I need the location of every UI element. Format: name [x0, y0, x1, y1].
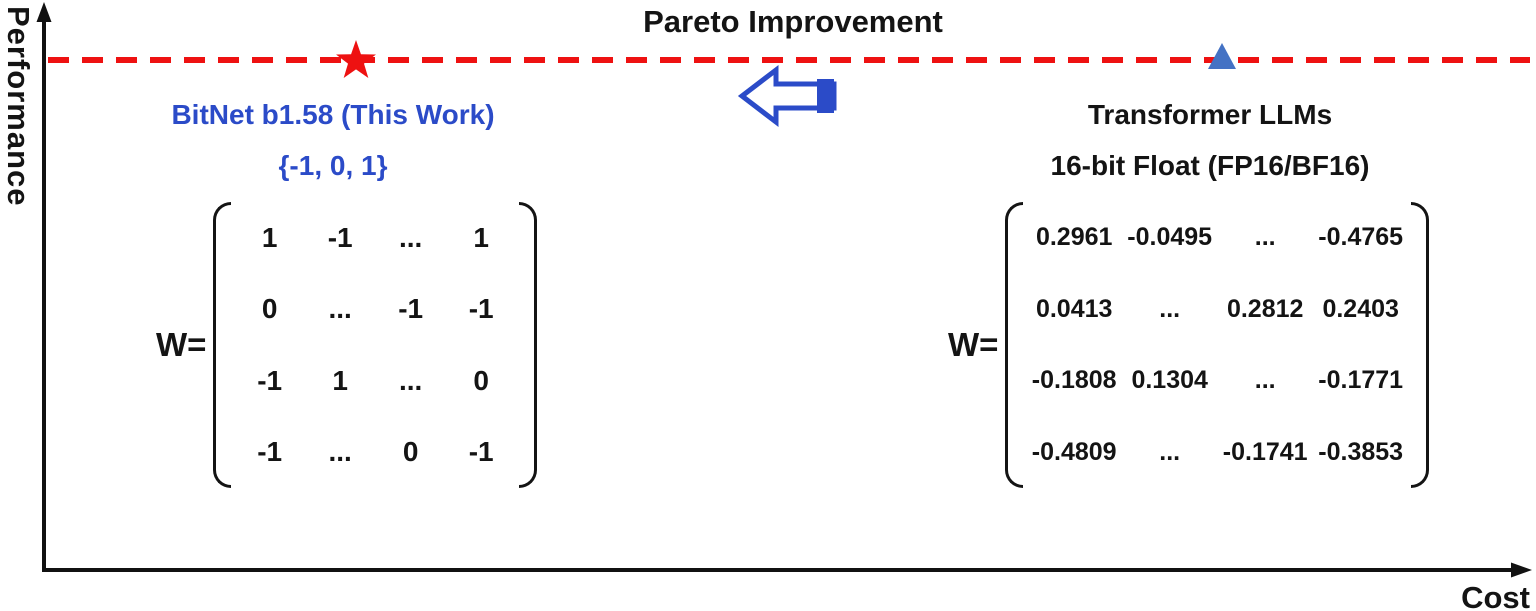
ternary-weight-matrix: W= 1 -1 ... 1 0 ... -1 -1 -1 1 ... 0 -1 … [156, 202, 538, 488]
matrix-cell: -0.4809 [1031, 437, 1117, 466]
matrix-cell: ... [399, 221, 423, 253]
matrix-cell: -0.1808 [1031, 366, 1117, 395]
fp16-weight-matrix: W= 0.2961 -0.0495 ... -0.4765 0.0413 ...… [948, 202, 1430, 488]
matrix-cell: 1 [332, 364, 348, 396]
matrix-cell: -0.1741 [1222, 437, 1308, 466]
matrix-cell: -1 [257, 436, 283, 468]
matrix-cell: ... [1159, 437, 1181, 466]
matrix-bracket-right [1411, 202, 1430, 488]
matrix-cell: ... [1254, 223, 1276, 252]
left-arrow-tail-bar [817, 79, 834, 113]
matrix-cell: 1 [261, 221, 278, 253]
matrix-cell: 0.2403 [1322, 294, 1399, 323]
triangle-marker-icon [1208, 43, 1236, 69]
matrix-cell: 0.0413 [1035, 294, 1113, 323]
matrix-cell: -0.0495 [1127, 223, 1213, 252]
matrix-cell: -1 [468, 293, 494, 325]
matrix-cell: -1 [398, 293, 424, 325]
matrix-cells: 1 -1 ... 1 0 ... -1 -1 -1 1 ... 0 -1 ...… [234, 202, 516, 488]
matrix-cell: ... [328, 436, 352, 468]
matrix-cell: -1 [327, 221, 353, 253]
matrix-cell: -1 [468, 436, 494, 468]
matrix-cell: -0.1771 [1318, 366, 1404, 395]
matrix-cell: 1 [473, 221, 489, 253]
matrix-cell: ... [1159, 294, 1181, 323]
transformer-precision: 16-bit Float (FP16/BF16) [1050, 150, 1370, 181]
matrix-cell: ... [328, 293, 352, 325]
matrix-cell: -1 [257, 364, 283, 396]
y-axis-label: Performance [1, 6, 36, 207]
matrix-cell: 0 [473, 364, 489, 396]
matrix-cell: -0.3853 [1318, 437, 1404, 466]
matrix-cell: 0 [261, 293, 278, 325]
matrix-bracket-left [213, 202, 232, 488]
bitnet-title: BitNet b1.58 (This Work) [171, 99, 495, 130]
matrix-cell: ... [399, 364, 423, 396]
matrix-label: W= [156, 326, 207, 363]
star-marker-icon [336, 40, 376, 78]
matrix-bracket-right [519, 202, 538, 488]
matrix-bracket-left [1005, 202, 1024, 488]
matrix-cell: 0.2812 [1226, 294, 1304, 323]
matrix-cell: -0.4765 [1318, 223, 1404, 252]
matrix-cell: 0.2961 [1035, 223, 1113, 252]
y-axis-arrowhead-icon [36, 2, 52, 22]
matrix-cell: ... [1254, 366, 1276, 395]
matrix-cell: 0.1304 [1131, 366, 1208, 395]
bitnet-value-set: {-1, 0, 1} [278, 150, 388, 181]
matrix-cell: 0 [402, 436, 419, 468]
x-axis-label: Cost [1461, 580, 1530, 611]
transformer-title: Transformer LLMs [1087, 99, 1333, 130]
matrix-label: W= [948, 326, 999, 363]
matrix-cells: 0.2961 -0.0495 ... -0.4765 0.0413 ... 0.… [1026, 202, 1408, 488]
x-axis-arrowhead-icon [1511, 562, 1532, 578]
figure-title: Pareto Improvement [643, 4, 943, 39]
